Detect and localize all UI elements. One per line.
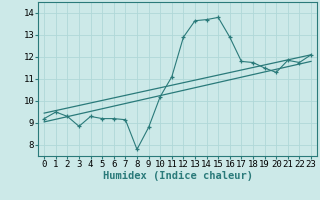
X-axis label: Humidex (Indice chaleur): Humidex (Indice chaleur) [103, 171, 252, 181]
